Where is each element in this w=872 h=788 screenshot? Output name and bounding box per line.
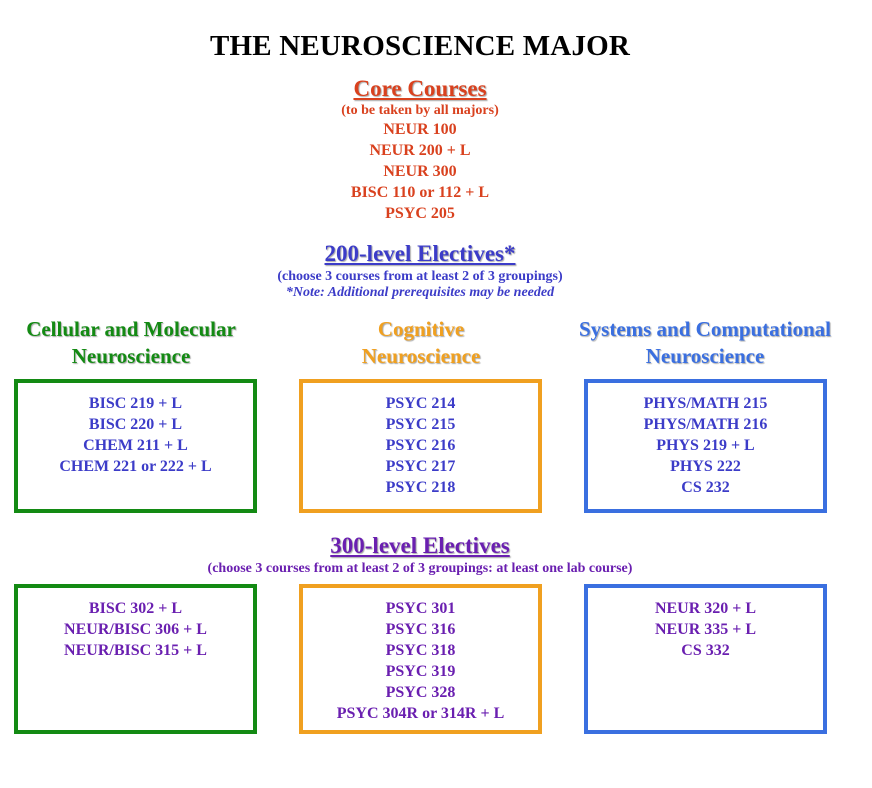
box-300-cognitive: PSYC 301 PSYC 316 PSYC 318 PSYC 319 PSYC… — [299, 584, 542, 734]
course-item: CS 232 — [681, 479, 730, 496]
course-item: PHYS/MATH 215 — [643, 395, 768, 412]
grouping-cognitive-line: Neuroscience — [361, 344, 481, 368]
course-item: PSYC 215 — [385, 416, 456, 433]
course-item: PSYC 318 — [385, 642, 456, 659]
grouping-systems-line: Neuroscience — [645, 344, 765, 368]
grouping-systems-heading: Systems and Computational Neuroscience — [555, 316, 855, 370]
course-item: NEUR 320 + L — [654, 600, 757, 617]
grouping-cognitive-line: Cognitive — [377, 317, 465, 341]
course-item: PSYC 304R or 314R + L — [336, 705, 505, 722]
course-item: PSYC 218 — [385, 479, 456, 496]
electives-300-note: (choose 3 courses from at least 2 of 3 g… — [207, 561, 633, 576]
box-300-systems: NEUR 320 + L NEUR 335 + L CS 332 — [584, 584, 827, 734]
core-section: Core Courses (to be taken by all majors)… — [0, 76, 840, 224]
course-item: PHYS 219 + L — [656, 437, 755, 454]
box-200-cellular: BISC 219 + L BISC 220 + L CHEM 211 + L C… — [14, 379, 257, 513]
electives-200-footnote: *Note: Additional prerequisites may be n… — [285, 285, 555, 300]
electives-200-heading: 200-level Electives* — [324, 241, 516, 266]
course-item: CS 332 — [681, 642, 730, 659]
course-item: PSYC 319 — [385, 663, 456, 680]
course-item: NEUR/BISC 315 + L — [64, 642, 207, 659]
course-item: BISC 302 + L — [88, 600, 183, 617]
course-item: PSYC 214 — [385, 395, 456, 412]
course-item: BISC 219 + L — [88, 395, 183, 412]
core-course: PSYC 205 — [385, 205, 455, 222]
course-item: BISC 220 + L — [88, 416, 183, 433]
electives-200-section: 200-level Electives* (choose 3 courses f… — [0, 241, 840, 301]
course-item: CHEM 211 + L — [83, 437, 188, 454]
course-item: PSYC 217 — [385, 458, 456, 475]
course-item: CHEM 221 or 222 + L — [59, 458, 212, 475]
core-note: (to be taken by all majors) — [341, 103, 499, 118]
grouping-systems-line: Systems and Computational — [578, 317, 832, 341]
course-item: NEUR/BISC 306 + L — [64, 621, 207, 638]
course-item: PHYS/MATH 216 — [643, 416, 768, 433]
electives-300-section: 300-level Electives (choose 3 courses fr… — [0, 533, 840, 577]
grouping-cognitive-heading: Cognitive Neuroscience — [300, 316, 542, 370]
grouping-cellular-heading: Cellular and Molecular Neuroscience — [0, 316, 262, 370]
course-item: PSYC 216 — [385, 437, 456, 454]
box-200-cognitive: PSYC 214 PSYC 215 PSYC 216 PSYC 217 PSYC… — [299, 379, 542, 513]
core-course: NEUR 200 + L — [369, 142, 471, 159]
box-200-systems: PHYS/MATH 215 PHYS/MATH 216 PHYS 219 + L… — [584, 379, 827, 513]
course-item: PSYC 301 — [385, 600, 456, 617]
course-item: PSYC 316 — [385, 621, 456, 638]
course-item: NEUR 335 + L — [654, 621, 757, 638]
core-heading: Core Courses — [353, 76, 487, 101]
course-item: PSYC 328 — [385, 684, 456, 701]
core-course: NEUR 100 — [383, 121, 457, 138]
course-item: PHYS 222 — [670, 458, 741, 475]
grouping-cellular-line: Neuroscience — [71, 344, 191, 368]
page-title: THE NEUROSCIENCE MAJOR — [209, 30, 631, 62]
core-course: BISC 110 or 112 + L — [350, 184, 490, 201]
electives-200-note: (choose 3 courses from at least 2 of 3 g… — [277, 269, 563, 284]
grouping-cellular-line: Cellular and Molecular — [26, 317, 236, 341]
box-300-cellular: BISC 302 + L NEUR/BISC 306 + L NEUR/BISC… — [14, 584, 257, 734]
electives-300-heading: 300-level Electives — [330, 533, 510, 558]
core-course: NEUR 300 — [383, 163, 457, 180]
